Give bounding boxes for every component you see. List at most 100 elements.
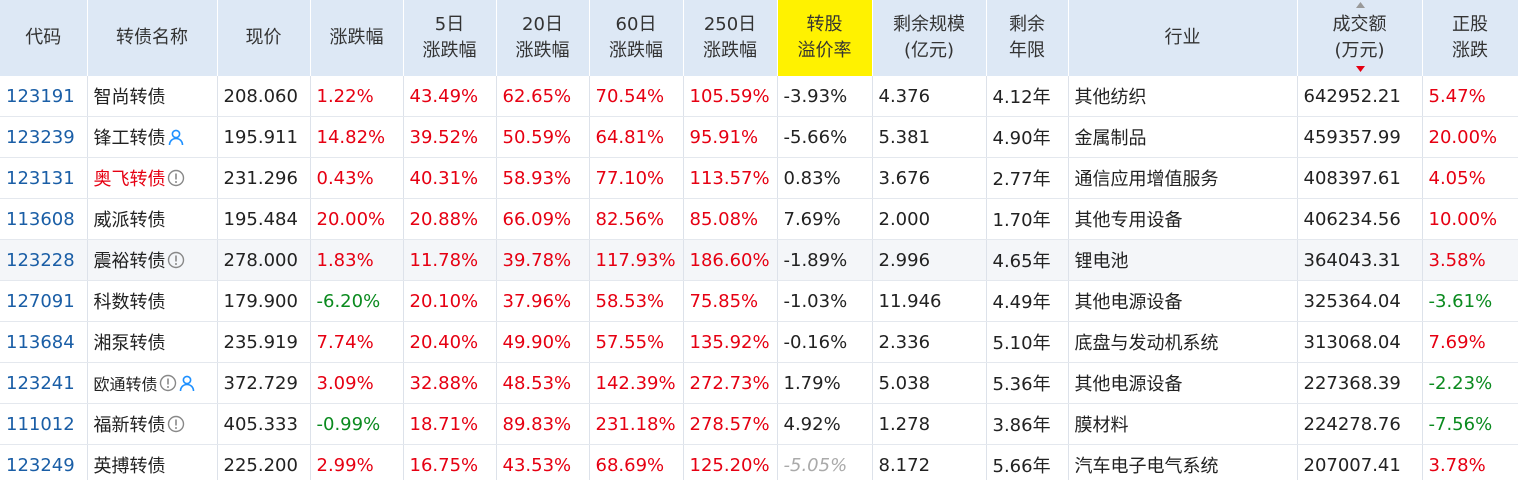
table-cell: 3.86年 [986, 403, 1069, 445]
cell-text[interactable]: 123228 [6, 249, 75, 271]
cell-text[interactable]: 123191 [6, 85, 75, 107]
cell-text: 208.060 [223, 85, 298, 107]
table-cell: 278.57% [683, 403, 778, 445]
table-row[interactable]: 123239 锋工转债 195.911 14.82% 39.52% 50.59% 64.81… [0, 116, 1518, 158]
cell-text[interactable]: 湘泵转债 [93, 333, 166, 354]
table-cell: -0.16% [777, 321, 873, 363]
cell-text[interactable]: 震裕转债 [93, 251, 166, 272]
column-header[interactable]: 60日 涨跌幅 [589, 0, 684, 76]
cell-text[interactable]: 福新转债 [93, 415, 166, 436]
cell-text: 膜材料 [1074, 415, 1129, 436]
column-header[interactable]: 250日涨跌幅 [683, 0, 778, 76]
table-row[interactable]: 113684 湘泵转债 235.919 7.74% 20.40% 49.90% 57.55%… [0, 321, 1518, 363]
table-cell: -0.99% [310, 403, 404, 445]
cell-text: 1.22% [316, 85, 374, 107]
cell-text[interactable]: 111012 [6, 413, 75, 435]
table-cell: 0.43% [310, 157, 404, 199]
column-header[interactable]: 转股 溢价率 [777, 0, 873, 76]
cell-text: 4.92% [783, 413, 841, 435]
column-header[interactable]: 正股 涨跌 [1422, 0, 1518, 76]
cell-text[interactable]: 113684 [6, 331, 75, 353]
cell-text: 372.729 [223, 372, 298, 394]
cell-text: -2.23% [1428, 372, 1493, 394]
column-header[interactable]: 现价 [217, 0, 311, 76]
cell-text[interactable]: 科数转债 [93, 292, 166, 313]
table-row[interactable]: 123241 欧通转债 372.729 3.09% 32.88% 48.53% 142.39… [0, 362, 1518, 404]
column-header[interactable]: 成交额 (万元) [1297, 0, 1423, 76]
cell-text: 105.59% [689, 85, 770, 107]
cell-text[interactable]: 奥飞转债 [93, 169, 166, 190]
table-cell: 4.05% [1422, 157, 1518, 199]
table-cell: 195.911 [217, 116, 311, 158]
table-cell: 225.200 [217, 444, 311, 480]
info-icon[interactable] [167, 169, 185, 187]
cell-text: 5.66年 [992, 456, 1051, 477]
cell-text: 5.381 [878, 126, 931, 148]
table-cell: 底盘与发动机系统 [1068, 321, 1298, 363]
cell-text: 20.00% [316, 208, 386, 230]
table-cell: 95.91% [683, 116, 778, 158]
cell-text: 4.05% [1428, 167, 1486, 189]
cell-text: -7.56% [1428, 413, 1493, 435]
cell-text[interactable]: 123249 [6, 454, 75, 476]
cell-text[interactable]: 智尚转债 [93, 87, 166, 108]
table-cell: 通信应用增值服务 [1068, 157, 1298, 199]
table-cell: 4.92% [777, 403, 873, 445]
header-text: 溢价率 [797, 40, 852, 61]
column-header[interactable]: 5日 涨跌幅 [403, 0, 497, 76]
table-row[interactable]: 113608 威派转债 195.484 20.00% 20.88% 66.09% 82.56… [0, 198, 1518, 240]
table-cell: 1.83% [310, 239, 404, 281]
cell-text[interactable]: 锋工转债 [93, 128, 166, 149]
cell-text: 16.75% [409, 454, 479, 476]
cell-text: 3.58% [1428, 249, 1486, 271]
column-header[interactable]: 20日 涨跌幅 [496, 0, 590, 76]
table-row[interactable]: 123131 奥飞转债 231.296 0.43% 40.31% 58.93% 77.10%… [0, 157, 1518, 199]
table-cell: 642952.21 [1297, 76, 1423, 117]
table-row[interactable]: 127091 科数转债 179.900 -6.20% 20.10% 37.96% 58.53… [0, 280, 1518, 322]
cell-text[interactable]: 123241 [6, 372, 75, 394]
table-cell: 113608 [0, 198, 88, 240]
table-row[interactable]: 123249 英搏转债 225.200 2.99% 16.75% 43.53% 68.69%… [0, 444, 1518, 480]
cell-text: 39.52% [409, 126, 479, 148]
table-cell: 5.47% [1422, 76, 1518, 117]
cell-text: 其他专用设备 [1074, 210, 1183, 231]
cell-text: 179.900 [223, 290, 298, 312]
cell-text: 406234.56 [1303, 208, 1401, 230]
table-cell: 奥飞转债 [87, 157, 218, 199]
column-header[interactable]: 转债名称 [87, 0, 218, 76]
header-text: 剩余规模 [893, 14, 965, 35]
person-icon[interactable] [167, 128, 185, 146]
table-row[interactable]: 123191 智尚转债 208.060 1.22% 43.49% 62.65% 70.54%… [0, 76, 1518, 117]
person-icon[interactable] [178, 374, 196, 392]
table-cell: 福新转债 [87, 403, 218, 445]
table-cell: 57.55% [589, 321, 684, 363]
table-row[interactable]: 111012 福新转债 405.333 -0.99% 18.71% 89.83% 231.1… [0, 403, 1518, 445]
table-row[interactable]: 123228 震裕转债 278.000 1.83% 11.78% 39.78% 117.93… [0, 239, 1518, 281]
cell-text: 642952.21 [1303, 85, 1401, 107]
info-icon[interactable] [167, 251, 185, 269]
header-text: 250日 [703, 14, 757, 35]
cell-text[interactable]: 113608 [6, 208, 75, 230]
cell-text: 20.00% [1428, 126, 1498, 148]
cell-text[interactable]: 127091 [6, 290, 75, 312]
cell-text: 7.69% [783, 208, 841, 230]
cell-text[interactable]: 英搏转债 [93, 456, 166, 477]
column-header[interactable]: 行业 [1068, 0, 1298, 76]
info-icon[interactable] [159, 374, 177, 392]
cell-text[interactable]: 威派转债 [93, 210, 166, 231]
cell-text[interactable]: 123239 [6, 126, 75, 148]
column-header[interactable]: 剩余 年限 [986, 0, 1069, 76]
table-cell: 锂电池 [1068, 239, 1298, 281]
info-icon[interactable] [167, 415, 185, 433]
table-cell: 1.79% [777, 362, 873, 404]
cell-text[interactable]: 欧通转债 [93, 375, 158, 394]
column-header[interactable]: 代码 [0, 0, 88, 76]
cell-text[interactable]: 123131 [6, 167, 75, 189]
cell-text: -5.05% [783, 454, 848, 476]
column-header[interactable]: 剩余规模 (亿元) [872, 0, 987, 76]
table-cell: 43.53% [496, 444, 590, 480]
table-cell: 111012 [0, 403, 88, 445]
header-text: 涨跌幅 [703, 40, 757, 61]
column-header[interactable]: 涨跌幅 [310, 0, 404, 76]
